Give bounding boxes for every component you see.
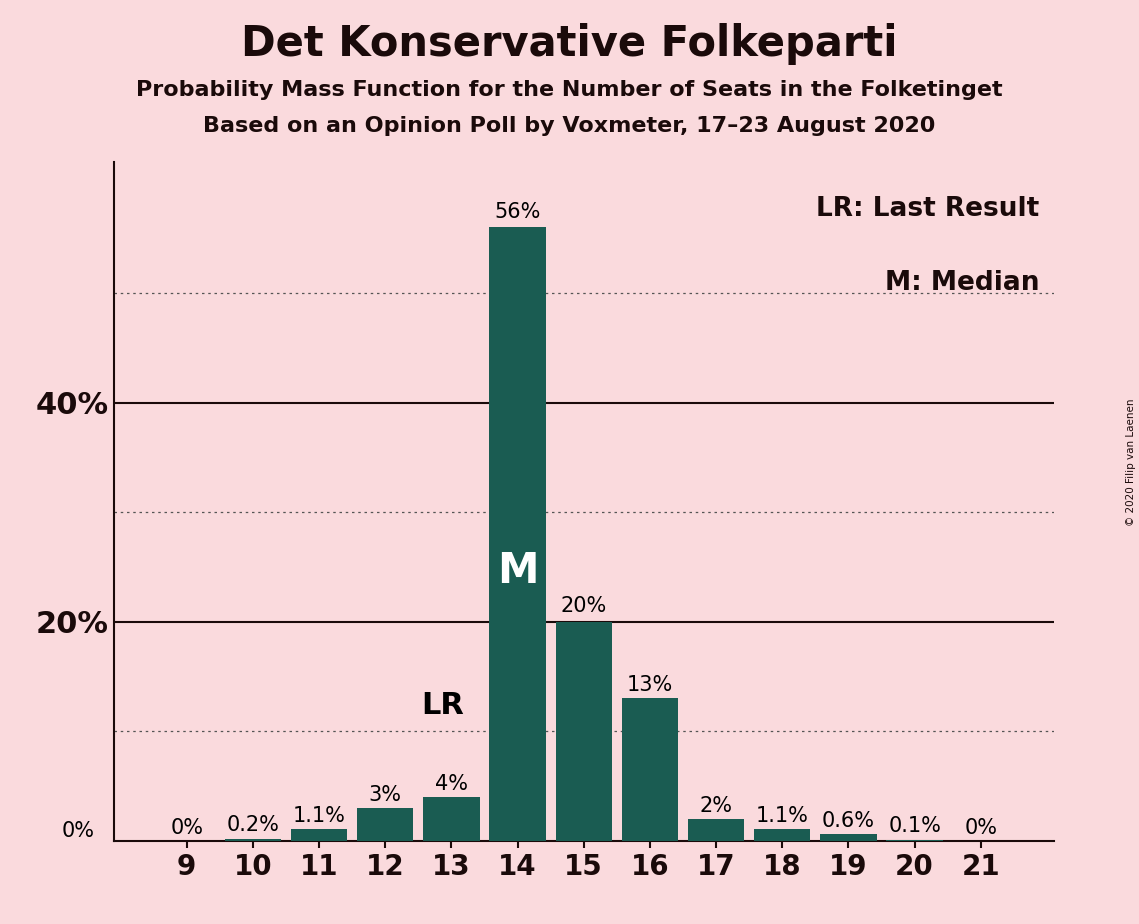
Text: 3%: 3% (369, 784, 402, 805)
Text: 0.2%: 0.2% (227, 815, 279, 835)
Text: Based on an Opinion Poll by Voxmeter, 17–23 August 2020: Based on an Opinion Poll by Voxmeter, 17… (204, 116, 935, 137)
Bar (556, 622, 612, 841)
Text: 13%: 13% (626, 675, 673, 695)
Text: 0%: 0% (965, 818, 998, 837)
Bar (224, 839, 281, 841)
Text: LR: LR (421, 690, 465, 720)
Text: 56%: 56% (494, 202, 541, 222)
Bar (622, 699, 678, 841)
Text: 4%: 4% (435, 773, 468, 794)
Text: M: M (497, 550, 539, 592)
Text: 0.1%: 0.1% (888, 817, 941, 836)
Text: 2%: 2% (699, 796, 732, 816)
Text: LR: Last Result: LR: Last Result (817, 196, 1040, 222)
Bar (358, 808, 413, 841)
Text: 0%: 0% (63, 821, 96, 841)
Bar (754, 829, 810, 841)
Text: © 2020 Filip van Laenen: © 2020 Filip van Laenen (1125, 398, 1136, 526)
Bar (886, 840, 943, 841)
Bar (688, 819, 744, 841)
Text: 20%: 20% (560, 596, 607, 616)
Text: M: Median: M: Median (885, 271, 1040, 297)
Bar (424, 797, 480, 841)
Bar (490, 227, 546, 841)
Text: Probability Mass Function for the Number of Seats in the Folketinget: Probability Mass Function for the Number… (137, 80, 1002, 101)
Text: 1.1%: 1.1% (756, 806, 809, 825)
Bar (820, 834, 877, 841)
Text: 0.6%: 0.6% (822, 811, 875, 831)
Text: 0%: 0% (170, 818, 203, 837)
Bar (290, 829, 347, 841)
Text: 1.1%: 1.1% (293, 806, 345, 825)
Text: Det Konservative Folkeparti: Det Konservative Folkeparti (241, 23, 898, 65)
